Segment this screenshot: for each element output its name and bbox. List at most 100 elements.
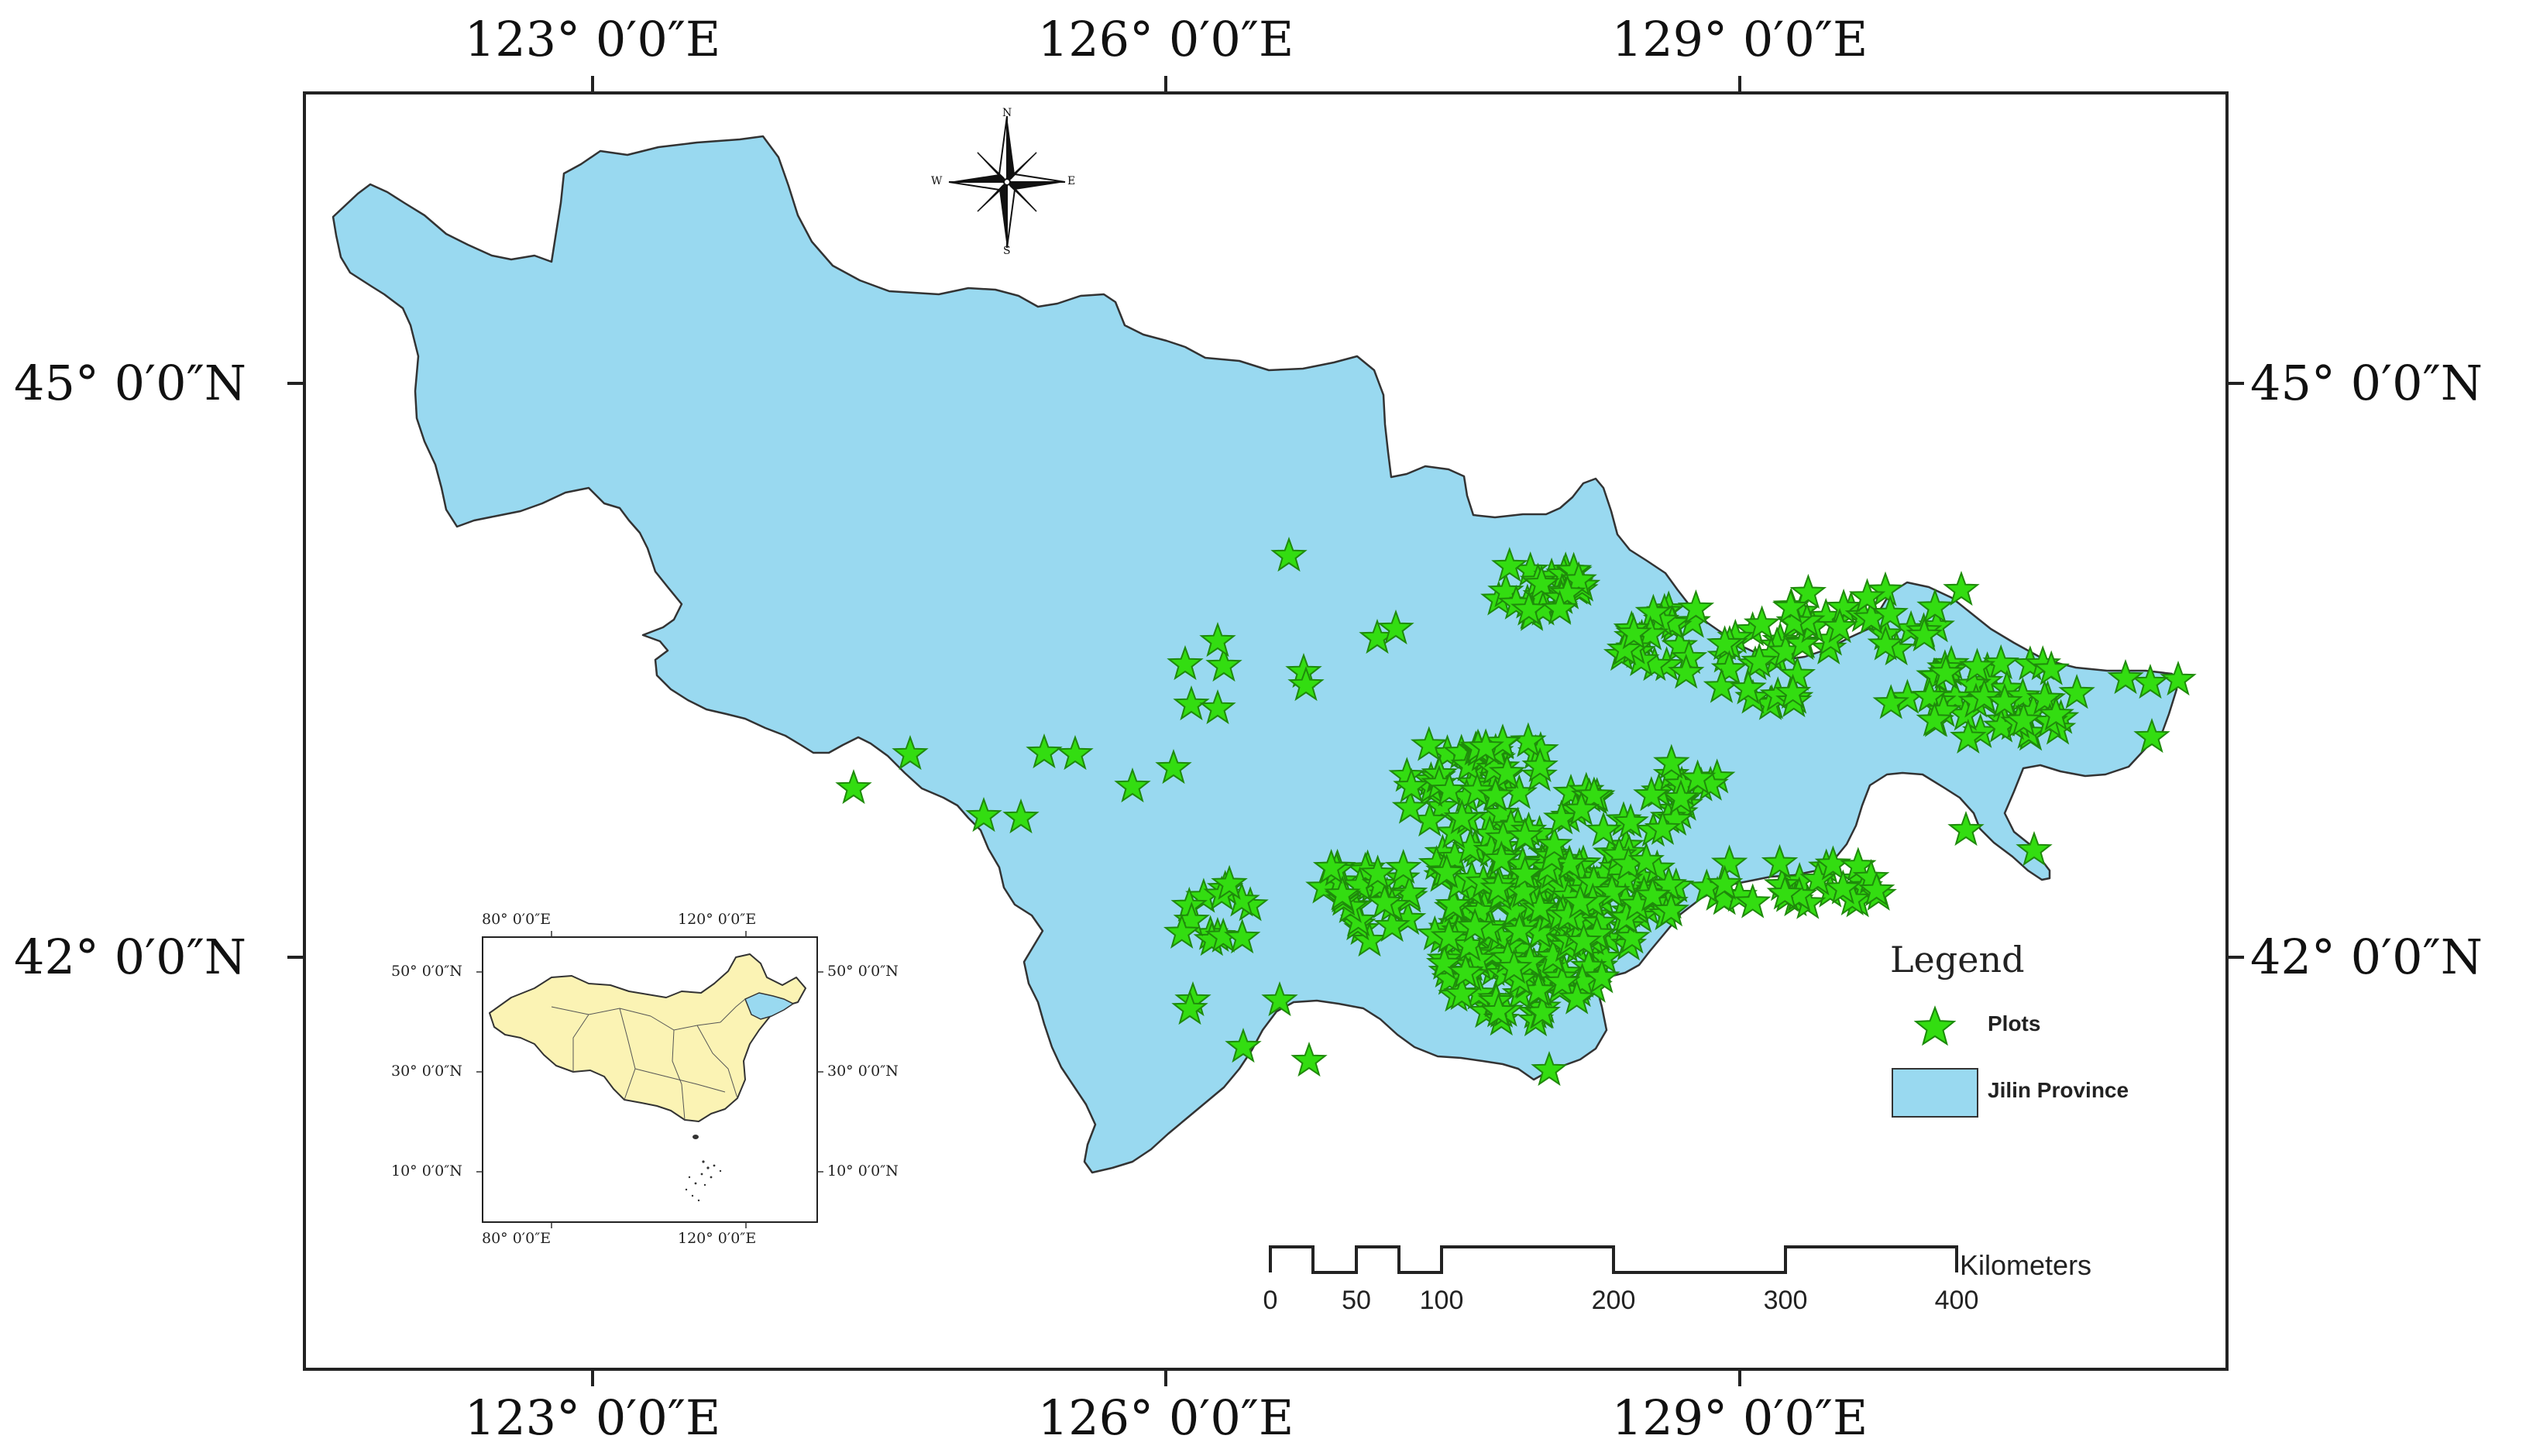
plot-marker (1562, 790, 1600, 826)
plot-marker (1706, 864, 1744, 900)
plot-marker (1761, 843, 1799, 880)
plot-marker (1312, 848, 1350, 884)
plot-marker (1002, 798, 1040, 834)
plot-marker (1858, 871, 1895, 907)
plot-marker (1205, 917, 1242, 953)
plot-marker (965, 797, 1002, 833)
compass-n-label: N (1002, 107, 1012, 119)
plot-marker (1290, 1042, 1328, 1077)
plot-marker (1261, 981, 1298, 1017)
plot-marker (1741, 642, 1778, 678)
inset-lat-left-30: 30° 0′0″N (391, 1063, 462, 1080)
plot-marker (1459, 771, 1496, 807)
lat-label-right-42: 42° 0′0″N (2250, 929, 2483, 985)
plot-marker (1506, 817, 1544, 853)
jilin-province-shape (332, 135, 2178, 1174)
plot-marker (1615, 614, 1652, 650)
lat-label-left-42: 42° 0′0″N (14, 929, 246, 985)
plot-marker (2024, 645, 2062, 681)
plot-marker (1425, 944, 1463, 980)
plot-marker (1533, 837, 1571, 873)
plot-marker (1548, 574, 1586, 610)
plot-marker (1710, 844, 1748, 880)
plot-marker (1821, 608, 1858, 644)
plot-marker (1789, 573, 1827, 610)
scale-unit-label: Kilometers (1960, 1249, 2092, 1281)
scale-tick-100: 100 (1419, 1286, 1464, 1315)
plot-marker (1324, 875, 1361, 911)
plot-marker (1430, 918, 1468, 953)
inset-map (476, 931, 823, 1228)
plot-marker (1383, 859, 1421, 895)
plot-marker (1541, 589, 1579, 625)
plot-marker (1558, 979, 1596, 1015)
plot-marker (1667, 653, 1705, 689)
lat-label-left-45: 45° 0′0″N (14, 355, 246, 411)
plot-marker (1766, 874, 1803, 910)
lon-label-bottom-123: 123° 0′0″E (464, 1389, 721, 1446)
plot-marker (1026, 733, 1063, 769)
plot-marker (1211, 864, 1248, 900)
compass-rose (948, 115, 1066, 249)
plot-marker (1644, 809, 1682, 845)
plot-marker (1965, 678, 2003, 713)
map-frame (303, 91, 2229, 1371)
plot-marker (2160, 661, 2197, 696)
plot-marker (1171, 990, 1208, 1025)
plot-marker (1531, 1051, 1568, 1087)
plot-marker (1510, 722, 1547, 757)
plot-marker (1612, 803, 1649, 839)
inset-lat-right-30: 30° 0′0″N (827, 1063, 899, 1080)
plot-marker (1560, 561, 1597, 596)
plot-marker (2005, 701, 2043, 737)
plot-marker (835, 769, 872, 805)
legend-title: Legend (1890, 939, 2025, 980)
plot-marker (1359, 854, 1397, 890)
scale-tick-300: 300 (1763, 1286, 1808, 1315)
plot-marker (1593, 872, 1631, 908)
plot-marker (1393, 767, 1430, 803)
plot-marker (1958, 647, 1996, 683)
plot-marker (2026, 679, 2064, 715)
plot-marker (1950, 718, 1987, 754)
plot-marker (1467, 728, 1504, 764)
lon-label-top-123: 123° 0′0″E (464, 11, 721, 67)
plot-marker (1652, 891, 1690, 927)
plot-marker (1199, 622, 1236, 658)
plot-marker (1982, 644, 2020, 680)
lat-label-right-45: 45° 0′0″N (2250, 355, 2483, 411)
scale-tick-400: 400 (1934, 1286, 1979, 1315)
legend-plot-symbol (1913, 1005, 1957, 1046)
inset-china-shape (489, 953, 806, 1122)
inset-lon-bottom-120: 120° 0′0″E (678, 1230, 757, 1247)
plot-marker (1114, 767, 1151, 803)
inset-lat-left-50: 50° 0′0″N (391, 963, 462, 980)
inset-lat-right-10: 10° 0′0″N (827, 1162, 899, 1180)
plot-marker (1565, 922, 1603, 958)
plot-marker (1825, 589, 1862, 624)
compass-w-label: W (931, 175, 943, 187)
plot-marker (1653, 743, 1690, 779)
legend-province-swatch (1892, 1068, 1978, 1118)
plot-marker (2037, 695, 2074, 731)
plot-marker (1662, 779, 1699, 815)
plot-marker (1916, 701, 1954, 737)
plot-marker (1906, 616, 1943, 652)
plot-marker (1443, 975, 1480, 1011)
plot-marker (1491, 547, 1528, 582)
inset-jilin-highlight (744, 992, 795, 1020)
plot-markers (835, 537, 2197, 1087)
plot-marker (2058, 674, 2095, 709)
plot-marker (1606, 630, 1644, 666)
lon-label-top-129: 129° 0′0″E (1611, 11, 1868, 67)
plot-marker (1484, 723, 1521, 759)
plot-marker (1373, 906, 1411, 943)
plot-marker (1544, 963, 1581, 999)
inset-lon-bottom-80: 80° 0′0″E (482, 1230, 552, 1247)
legend-plots-label: Plots (1988, 1011, 2041, 1035)
plot-marker (1814, 845, 1852, 881)
plot-marker (1480, 992, 1517, 1028)
plot-marker (1867, 571, 1904, 606)
inset-province-borders (551, 998, 746, 1121)
